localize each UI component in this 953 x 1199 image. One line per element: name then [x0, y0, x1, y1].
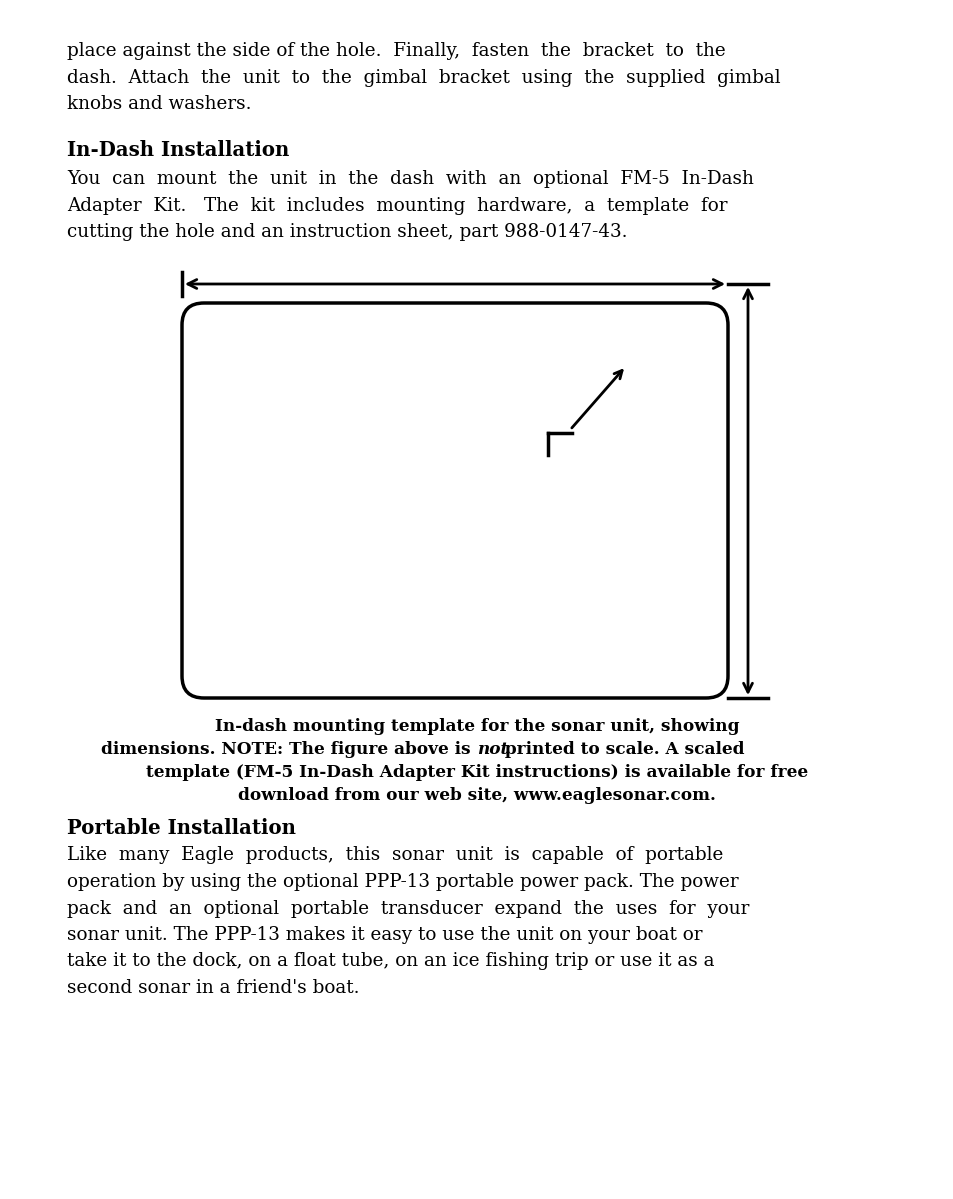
Text: Like  many  Eagle  products,  this  sonar  unit  is  capable  of  portable: Like many Eagle products, this sonar uni… — [67, 846, 722, 864]
Text: second sonar in a friend's boat.: second sonar in a friend's boat. — [67, 980, 359, 998]
Text: You  can  mount  the  unit  in  the  dash  with  an  optional  FM-5  In-Dash: You can mount the unit in the dash with … — [67, 170, 753, 188]
Text: take it to the dock, on a float tube, on an ice fishing trip or use it as a: take it to the dock, on a float tube, on… — [67, 952, 714, 970]
Text: Adapter  Kit.   The  kit  includes  mounting  hardware,  a  template  for: Adapter Kit. The kit includes mounting h… — [67, 197, 727, 215]
Text: knobs and washers.: knobs and washers. — [67, 95, 252, 113]
Text: dimensions. NOTE: The figure above is: dimensions. NOTE: The figure above is — [101, 741, 476, 758]
Text: printed to scale. A scaled: printed to scale. A scaled — [498, 741, 743, 758]
FancyBboxPatch shape — [182, 303, 727, 698]
Text: not: not — [476, 741, 508, 758]
Text: sonar unit. The PPP-13 makes it easy to use the unit on your boat or: sonar unit. The PPP-13 makes it easy to … — [67, 926, 701, 944]
Text: Portable Installation: Portable Installation — [67, 818, 295, 838]
Text: template (FM-5 In-Dash Adapter Kit instructions) is available for free: template (FM-5 In-Dash Adapter Kit instr… — [146, 764, 807, 781]
Text: In-Dash Installation: In-Dash Installation — [67, 139, 289, 159]
Text: pack  and  an  optional  portable  transducer  expand  the  uses  for  your: pack and an optional portable transducer… — [67, 899, 749, 917]
Text: In-dash mounting template for the sonar unit, showing: In-dash mounting template for the sonar … — [214, 718, 739, 735]
Text: operation by using the optional PPP-13 portable power pack. The power: operation by using the optional PPP-13 p… — [67, 873, 738, 891]
Text: cutting the hole and an instruction sheet, part 988-0147-43.: cutting the hole and an instruction shee… — [67, 223, 627, 241]
Text: download from our web site, www.eaglesonar.com.: download from our web site, www.eagleson… — [238, 787, 715, 805]
Text: place against the side of the hole.  Finally,  fasten  the  bracket  to  the: place against the side of the hole. Fina… — [67, 42, 725, 60]
Text: dash.  Attach  the  unit  to  the  gimbal  bracket  using  the  supplied  gimbal: dash. Attach the unit to the gimbal brac… — [67, 68, 780, 86]
